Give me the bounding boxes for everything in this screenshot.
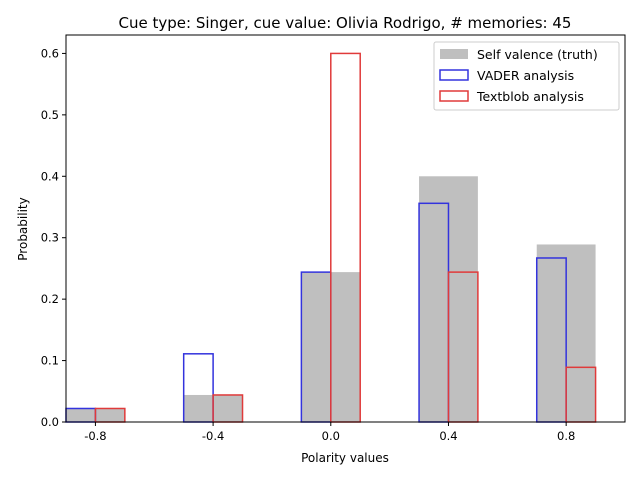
plot-area-frame [65, 34, 626, 423]
legend-box [433, 41, 620, 111]
legend-swatch-truth [440, 49, 468, 59]
legend-label-vader: VADER analysis [477, 68, 574, 83]
legend-swatch-textblob [439, 90, 469, 102]
x-tick-label: 0.8 [557, 429, 575, 443]
x-tick-label: -0.4 [202, 429, 224, 443]
y-tick-label: 0.1 [41, 354, 59, 368]
x-axis-ticks: -0.8 -0.4 0.0 0.4 0.8 [84, 422, 575, 443]
x-tick-label: 0.4 [439, 429, 457, 443]
y-tick-label: 0.2 [41, 292, 59, 306]
y-axis-ticks: 0.0 0.1 0.2 0.3 0.4 0.5 0.6 [41, 46, 66, 429]
y-tick-label: 0.5 [41, 108, 59, 122]
y-tick-label: 0.6 [41, 46, 59, 60]
y-axis-label: Probability [16, 197, 30, 260]
y-tick-label: 0.4 [41, 169, 59, 183]
chart-title: Cue type: Singer, cue value: Olivia Rodr… [119, 14, 572, 32]
legend-label-textblob: Textblob analysis [476, 89, 584, 104]
x-tick-label: -0.8 [84, 429, 106, 443]
y-tick-label: 0.3 [41, 231, 59, 245]
y-tick-label: 0.0 [41, 415, 59, 429]
legend-label-truth: Self valence (truth) [477, 47, 598, 62]
x-axis-label: Polarity values [301, 451, 389, 465]
legend: Self valence (truth) VADER analysis Text… [433, 41, 620, 111]
legend-swatch-vader [439, 69, 469, 81]
x-tick-label: 0.0 [322, 429, 340, 443]
